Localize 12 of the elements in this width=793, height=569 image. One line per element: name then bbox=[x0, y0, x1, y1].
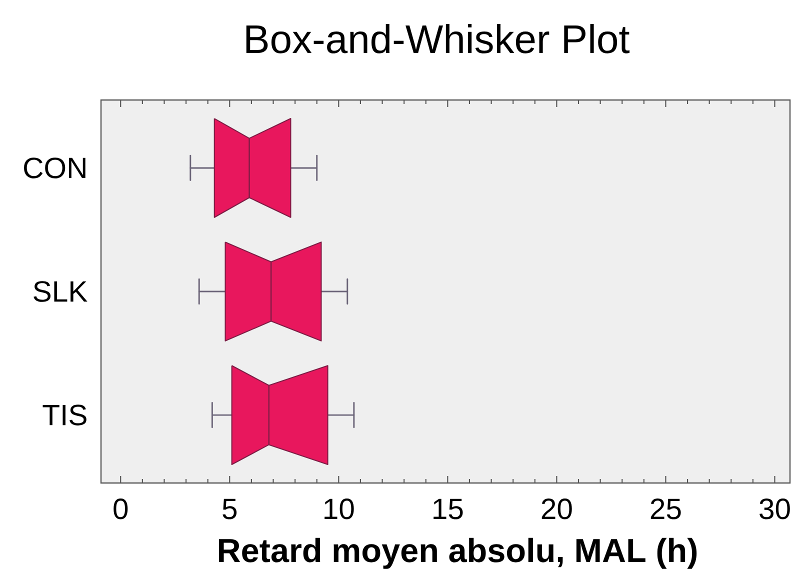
x-tick-label: 25 bbox=[650, 498, 681, 520]
x-tick-label: 20 bbox=[542, 498, 572, 520]
y-tick-label: TIS bbox=[42, 404, 86, 426]
x-tick-label: 15 bbox=[434, 498, 463, 520]
x-tick-label: 5 bbox=[222, 498, 237, 520]
x-tick-label: 0 bbox=[114, 498, 128, 520]
y-tick-label: SLK bbox=[34, 281, 88, 302]
y-tick-label: CON bbox=[24, 158, 86, 178]
x-tick-label: 10 bbox=[324, 498, 354, 520]
x-tick-label: 30 bbox=[760, 498, 790, 520]
chart-title: Box-and-Whisker Plot bbox=[246, 24, 630, 54]
x-axis-title: Retard moyen absolu, MAL (h) bbox=[218, 538, 697, 569]
